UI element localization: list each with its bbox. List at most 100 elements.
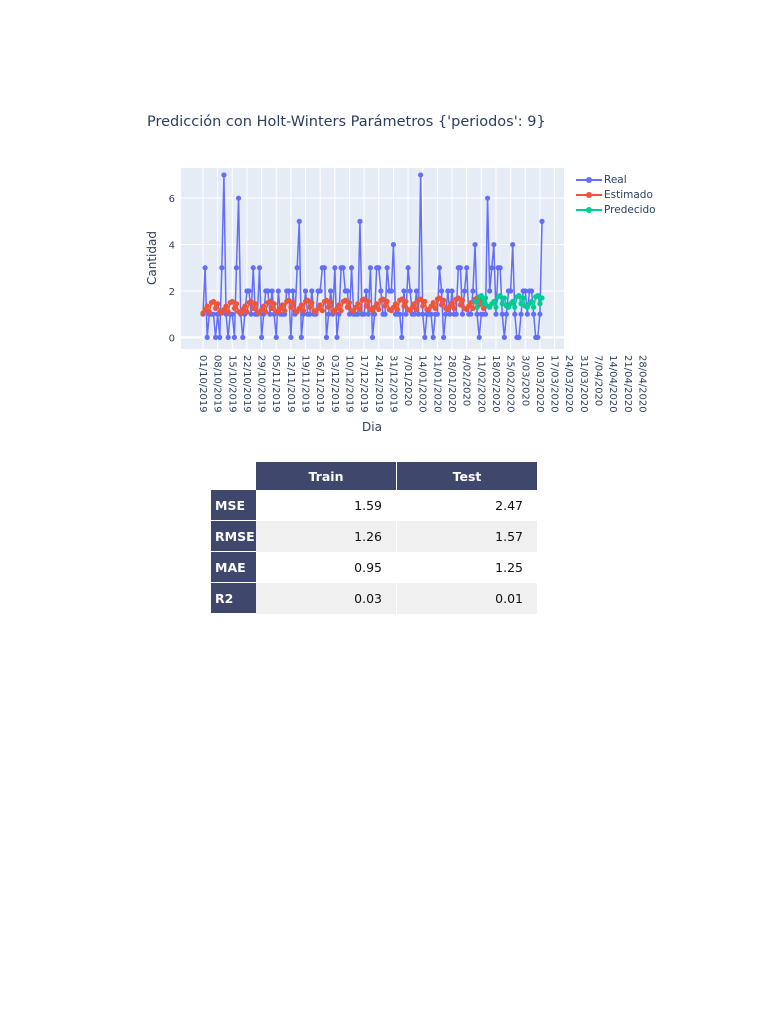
data-point[interactable] (210, 298, 217, 305)
data-point[interactable] (290, 288, 296, 294)
data-point[interactable] (271, 301, 277, 307)
data-point[interactable] (231, 334, 237, 340)
data-point[interactable] (215, 301, 221, 307)
data-point[interactable] (531, 311, 537, 317)
data-point[interactable] (447, 311, 453, 317)
data-point[interactable] (321, 265, 327, 271)
data-point[interactable] (231, 305, 237, 311)
data-point[interactable] (217, 334, 223, 340)
data-point[interactable] (323, 334, 330, 340)
data-point[interactable] (399, 334, 405, 340)
data-point[interactable] (508, 288, 514, 294)
data-point[interactable] (317, 288, 323, 294)
data-point[interactable] (240, 334, 246, 340)
data-point[interactable] (204, 303, 210, 309)
data-point[interactable] (261, 303, 267, 309)
data-point[interactable] (223, 303, 229, 309)
data-point[interactable] (478, 293, 484, 299)
data-point[interactable] (365, 298, 371, 305)
data-point[interactable] (395, 306, 401, 313)
data-point[interactable] (250, 305, 256, 311)
data-point[interactable] (470, 305, 476, 311)
data-point[interactable] (361, 296, 367, 302)
data-point[interactable] (432, 305, 438, 311)
data-point[interactable] (210, 311, 217, 317)
data-point[interactable] (407, 288, 413, 294)
data-point[interactable] (355, 301, 361, 307)
data-point[interactable] (430, 334, 436, 340)
data-point[interactable] (512, 304, 518, 310)
data-point[interactable] (246, 288, 252, 294)
data-point[interactable] (390, 241, 397, 248)
data-point[interactable] (476, 334, 482, 340)
data-point[interactable] (441, 297, 447, 303)
data-point[interactable] (363, 303, 369, 309)
data-point[interactable] (480, 301, 487, 307)
series-predecido[interactable] (472, 293, 545, 311)
data-point[interactable] (457, 302, 463, 308)
data-point[interactable] (202, 265, 208, 271)
data-point[interactable] (491, 298, 497, 305)
data-point[interactable] (430, 299, 436, 306)
data-point[interactable] (263, 309, 269, 315)
data-point[interactable] (422, 298, 428, 305)
data-point[interactable] (459, 311, 466, 317)
data-point[interactable] (286, 297, 292, 303)
data-point[interactable] (252, 301, 258, 307)
data-point[interactable] (518, 311, 524, 317)
data-point[interactable] (384, 298, 390, 305)
data-point[interactable] (443, 311, 449, 317)
data-point[interactable] (338, 308, 344, 314)
data-point[interactable] (535, 293, 541, 299)
data-point[interactable] (388, 288, 394, 294)
data-point[interactable] (497, 265, 503, 271)
data-point[interactable] (242, 303, 248, 309)
data-point[interactable] (305, 297, 311, 303)
data-point[interactable] (528, 298, 535, 305)
data-point[interactable] (250, 265, 256, 271)
data-point[interactable] (309, 288, 315, 294)
data-point[interactable] (376, 306, 382, 313)
data-point[interactable] (290, 299, 296, 306)
data-point[interactable] (438, 302, 445, 308)
data-point[interactable] (296, 218, 302, 224)
data-point[interactable] (357, 306, 363, 313)
legend-item-real[interactable]: Real (576, 172, 656, 187)
data-point[interactable] (482, 311, 489, 317)
data-point[interactable] (256, 265, 263, 271)
data-point[interactable] (493, 311, 499, 317)
data-point[interactable] (399, 296, 405, 302)
data-point[interactable] (344, 288, 350, 294)
data-point[interactable] (235, 195, 242, 201)
data-point[interactable] (428, 311, 434, 317)
data-point[interactable] (294, 265, 300, 271)
data-point[interactable] (206, 309, 212, 315)
data-point[interactable] (524, 311, 530, 317)
data-point[interactable] (537, 311, 543, 317)
data-point[interactable] (219, 265, 225, 271)
data-point[interactable] (451, 305, 457, 311)
data-point[interactable] (457, 265, 463, 271)
data-point[interactable] (244, 309, 250, 315)
data-point[interactable] (453, 311, 459, 317)
data-point[interactable] (269, 305, 275, 311)
data-point[interactable] (269, 288, 275, 294)
data-point[interactable] (413, 306, 420, 313)
data-point[interactable] (461, 288, 468, 294)
data-point[interactable] (510, 298, 516, 305)
data-point[interactable] (472, 241, 478, 248)
data-point[interactable] (499, 301, 505, 307)
data-point[interactable] (378, 288, 384, 294)
data-point[interactable] (464, 265, 470, 271)
data-point[interactable] (307, 304, 313, 310)
data-point[interactable] (204, 334, 210, 340)
data-point[interactable] (382, 311, 388, 317)
data-point[interactable] (413, 288, 420, 294)
data-point[interactable] (422, 334, 428, 340)
data-point[interactable] (470, 288, 476, 294)
data-point[interactable] (298, 334, 304, 340)
data-point[interactable] (328, 288, 334, 294)
data-point[interactable] (510, 241, 516, 248)
data-point[interactable] (512, 311, 518, 317)
data-point[interactable] (334, 334, 340, 340)
